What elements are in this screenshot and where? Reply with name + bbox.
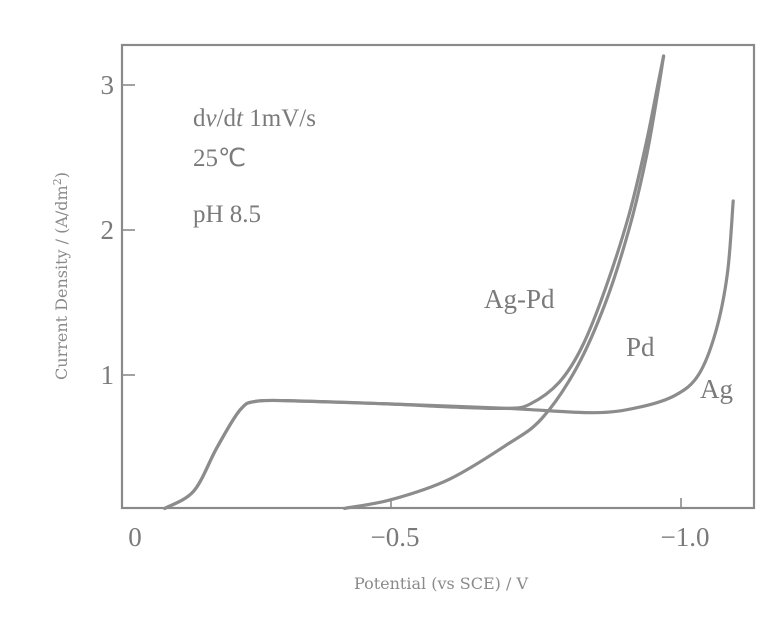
x-tick-label: −1.0 xyxy=(661,522,710,552)
curve-ag xyxy=(163,199,735,510)
plot-frame xyxy=(120,43,756,510)
series-label-ag: Ag xyxy=(700,374,733,404)
annotation-ph: pH 8.5 xyxy=(193,201,261,228)
annotation-temperature: 25℃ xyxy=(193,145,246,172)
x-axis-ticks: 0 −0.5 −1.0 xyxy=(128,498,709,552)
annotation-scan-rate: dv/dt 1mV/s xyxy=(193,105,316,132)
series-label-pd: Pd xyxy=(626,332,655,362)
x-tick-label: 0 xyxy=(128,522,142,552)
y-tick-label: 3 xyxy=(101,70,115,100)
y-axis-title: Current Density / (A/dm2) xyxy=(51,172,71,380)
x-tick-label: −0.5 xyxy=(371,522,420,552)
series-label-ag-pd: Ag-Pd xyxy=(484,284,555,314)
annotations: dv/dt 1mV/s 25℃ pH 8.5 xyxy=(193,105,316,228)
curves xyxy=(163,54,735,510)
y-tick-label: 1 xyxy=(101,360,115,390)
x-axis-title: Potential (vs SCE) / V xyxy=(354,574,529,593)
curve-pd xyxy=(343,54,666,510)
y-tick-label: 2 xyxy=(101,215,115,245)
y-axis-ticks: 1 2 3 xyxy=(101,70,135,390)
series-labels: Ag-Pd Pd Ag xyxy=(484,284,733,404)
